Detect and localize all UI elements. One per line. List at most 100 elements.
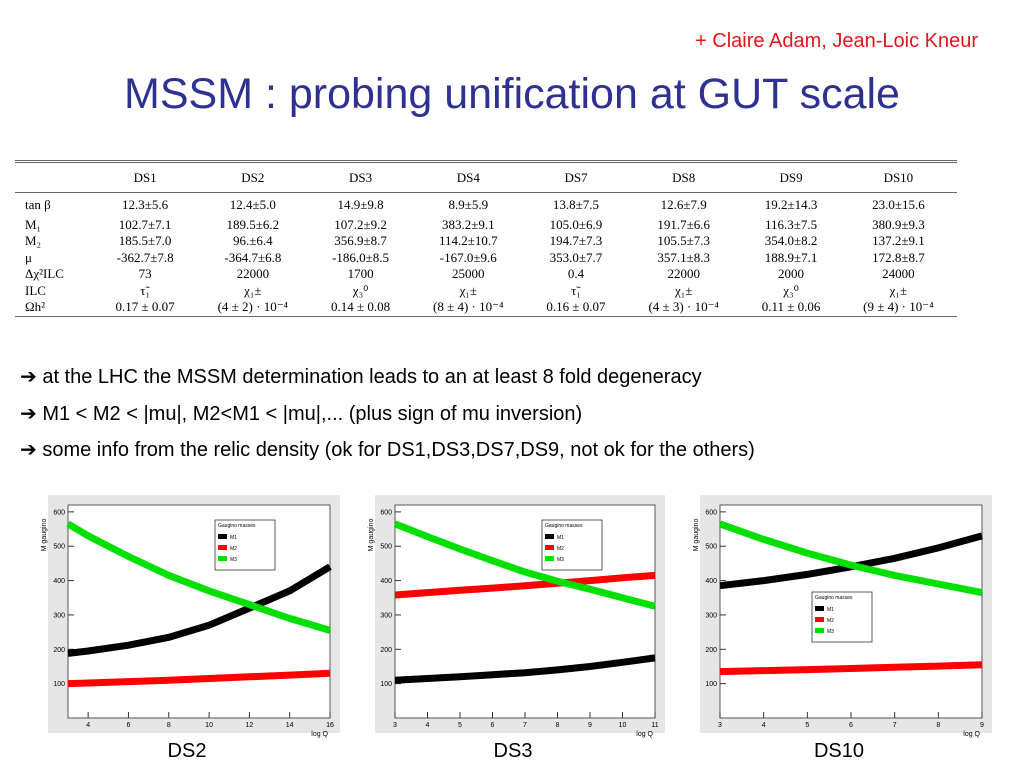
row-label: Ωh²: [25, 299, 46, 315]
x-axis-label: log Q: [636, 731, 653, 738]
mass-band: [67, 669, 331, 688]
table-cell: 8.9±5.9: [448, 196, 489, 212]
table-cell: 357.1±8.3: [657, 249, 711, 265]
table-row: M₁ 102.7±7.1 189.5±6.2 107.2±9.2 383.2±9.1 10…: [15, 217, 957, 234]
x-tick-label: 7: [523, 722, 527, 729]
legend-entry: M1: [230, 535, 237, 541]
table-row: ILC τ̃₁ χ₁± χ₃⁰ χ₁± τ̃₁ χ₁± χ₃⁰ χ₁±: [15, 283, 957, 300]
y-tick-label: 100: [380, 681, 392, 688]
legend-entry: M2: [230, 546, 237, 552]
row-label: M₂: [25, 233, 42, 249]
table-cell: (9 ± 4) · 10⁻⁴: [863, 299, 934, 315]
legend-entry: M1: [557, 535, 564, 541]
row-label: M₁: [25, 216, 42, 232]
table-cell: χ₁±: [459, 282, 477, 298]
bullet: ➔ M1 < M2 < |mu|, M2<M1 < |mu|,... (plus…: [20, 402, 583, 425]
table-cell: (4 ± 3) · 10⁻⁴: [648, 299, 719, 315]
legend-swatch: [815, 617, 824, 622]
column-header: DS4: [409, 161, 527, 193]
table-cell: 0.14 ± 0.08: [330, 299, 391, 315]
y-tick-label: 300: [705, 612, 717, 619]
legend-entry: M3: [230, 557, 237, 563]
column-header: DS2: [194, 161, 312, 193]
table-cell: 13.8±7.5: [552, 196, 600, 212]
mass-band: [67, 563, 332, 657]
mass-band: [394, 571, 656, 599]
table-cell: -364.7±6.8: [224, 249, 282, 265]
x-tick-label: 8: [556, 722, 560, 729]
table-cell: 191.7±6.6: [657, 216, 711, 232]
x-tick-label: 9: [588, 722, 592, 729]
y-axis-label: M gaugino: [693, 519, 700, 552]
column-header: DS1: [96, 161, 195, 193]
y-tick-label: 600: [53, 509, 65, 516]
mass-band: [718, 520, 983, 597]
table-row: M₂ 185.5±7.0 96.±6.4 356.9±8.7 114.2±10.7 194…: [15, 233, 957, 250]
y-tick-label: 400: [53, 578, 65, 585]
table-cell: 1700: [347, 266, 374, 282]
chart-caption: DS3: [494, 740, 533, 762]
table-cell: 172.8±8.7: [872, 249, 925, 265]
table-cell: (4 ± 2) · 10⁻⁴: [217, 299, 289, 315]
table-cell: 19.2±14.3: [764, 196, 818, 212]
table-cell: 22000: [667, 266, 700, 282]
table-cell: 105.5±7.3: [657, 233, 711, 249]
x-tick-label: 16: [326, 722, 334, 729]
bullet: ➔ some info from the relic density (ok f…: [20, 439, 755, 461]
table-cell: 353.0±7.7: [549, 249, 603, 265]
legend-swatch: [815, 628, 824, 633]
table-row: Δχ²ILC 73 22000 1700 25000 0.4 22000 2000 24000: [15, 266, 957, 283]
x-tick-label: 12: [245, 722, 253, 729]
legend-entry: M1: [827, 607, 834, 613]
row-label: tan β: [25, 196, 51, 212]
x-tick-label: 4: [426, 722, 430, 729]
x-axis-label: log Q: [963, 731, 980, 738]
table-cell: 102.7±7.1: [118, 216, 172, 232]
chart-caption: DS10: [814, 740, 864, 762]
legend-swatch: [545, 545, 554, 550]
table-cell: 354.0±8.2: [764, 233, 818, 249]
table-cell: 25000: [452, 266, 485, 282]
legend-title: Gaugino masses: [545, 523, 583, 529]
table-cell: -186.0±8.5: [332, 249, 390, 265]
mass-band: [393, 520, 656, 610]
x-tick-label: 7: [893, 722, 897, 729]
y-tick-label: 400: [380, 578, 392, 585]
x-tick-label: 3: [718, 722, 722, 729]
table-cell: 105.0±6.9: [549, 216, 603, 232]
x-tick-label: 6: [849, 722, 853, 729]
y-tick-label: 300: [53, 612, 65, 619]
y-tick-label: 600: [705, 509, 717, 516]
corner: [15, 161, 96, 193]
legend-title: Gaugino masses: [815, 595, 853, 601]
legend-title: Gaugino masses: [218, 523, 256, 529]
table-cell: 0.17 ± 0.07: [115, 299, 175, 315]
table-cell: 12.3±5.6: [122, 196, 169, 212]
table-cell: 22000: [236, 266, 270, 282]
table-cell: 2000: [778, 266, 805, 282]
legend-swatch: [218, 534, 227, 539]
table-cell: χ₃⁰: [352, 282, 369, 298]
y-tick-label: 300: [380, 612, 392, 619]
legend-entry: M2: [557, 546, 564, 552]
x-tick-label: 11: [651, 722, 658, 729]
table-cell: χ₁±: [889, 282, 908, 298]
column-header: DS3: [311, 161, 410, 193]
table-cell: 23.0±15.6: [872, 196, 925, 212]
legend-swatch: [218, 545, 227, 550]
table-cell: 96.±6.4: [233, 233, 273, 249]
x-tick-label: 10: [619, 722, 627, 729]
x-tick-label: 14: [286, 722, 294, 729]
table-cell: τ̃₁: [571, 282, 581, 298]
row-label: μ: [25, 249, 32, 265]
legend-entry: M3: [557, 557, 564, 563]
x-tick-label: 3: [393, 722, 397, 729]
y-tick-label: 200: [53, 647, 65, 654]
y-tick-label: 600: [380, 509, 392, 516]
table-cell: 12.4±5.0: [229, 196, 276, 212]
table-cell: 188.9±7.1: [764, 249, 818, 265]
column-header: DS9: [742, 161, 840, 193]
x-tick-label: 5: [805, 722, 809, 729]
y-tick-label: 100: [53, 681, 65, 688]
